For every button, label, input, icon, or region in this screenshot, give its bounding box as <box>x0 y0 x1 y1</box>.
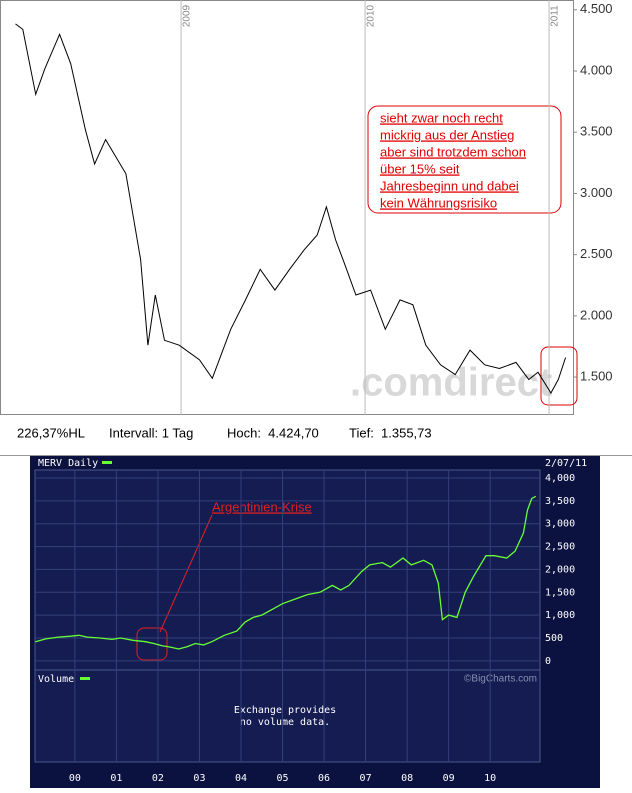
x-tick-label: 10 <box>484 773 496 784</box>
x-tick-label: 01 <box>110 773 122 784</box>
y-tick-label: 1,500 <box>545 587 575 598</box>
x-tick-label: 2009 <box>182 4 193 27</box>
annotation: Argentinien-Krise <box>212 499 312 514</box>
y-tick-label: 2.500 <box>580 246 613 261</box>
volume-frame <box>34 669 541 763</box>
data-line <box>35 495 537 650</box>
annotation-box <box>367 105 562 214</box>
x-tick-label: 06 <box>318 773 330 784</box>
x-tick-label: 03 <box>193 773 205 784</box>
y-tick-label: 4.500 <box>580 1 613 16</box>
annotation-line: aber sind trotzdem schon <box>380 144 526 159</box>
data-line <box>15 23 567 394</box>
y-tick-label: 1.500 <box>580 368 613 383</box>
stat: Hoch: 4.424,70 <box>227 425 319 440</box>
annotation-line: mickrig aus der Anstieg <box>380 127 514 142</box>
annotation-line: Jahresbeginn und dabei <box>380 178 519 193</box>
y-tick-label: 3,000 <box>545 519 575 530</box>
y-tick-label: 1,000 <box>545 610 575 621</box>
annotation-line: sieht zwar noch recht <box>380 110 503 125</box>
volume-label: Volume <box>38 674 74 685</box>
y-tick-label: 2.000 <box>580 307 613 322</box>
y-tick-label: 4,000 <box>545 473 575 484</box>
annotation-circle <box>136 627 168 661</box>
credit: ©BigCharts.com <box>464 674 537 685</box>
y-tick-label: 3,500 <box>545 496 575 507</box>
stat: 226,37%HL <box>17 425 85 440</box>
watermark: .comdirect <box>350 361 552 405</box>
x-tick-label: 2010 <box>366 4 377 27</box>
legend-swatch <box>102 461 112 464</box>
y-tick-label: 0 <box>545 656 551 667</box>
legend-label: MERV Daily <box>38 458 98 469</box>
bottom-plot-frame <box>34 469 541 671</box>
top-plot-frame <box>0 0 574 415</box>
volume-note: no volume data. <box>240 717 330 728</box>
x-tick-label: 05 <box>276 773 288 784</box>
y-tick-label: 2,500 <box>545 542 575 553</box>
x-tick-label: 08 <box>401 773 413 784</box>
highlight-box <box>540 346 578 406</box>
date-label: 2/07/11 <box>545 458 587 469</box>
stat: Intervall: 1 Tag <box>109 425 193 440</box>
x-tick-label: 09 <box>443 773 455 784</box>
y-tick-label: 4.000 <box>580 62 613 77</box>
y-tick-label: 3.000 <box>580 185 613 200</box>
x-tick-label: 2011 <box>550 5 561 27</box>
y-tick-label: 500 <box>545 633 563 644</box>
annotation-line: über 15% seit <box>380 161 460 176</box>
x-tick-label: 07 <box>360 773 372 784</box>
x-tick-label: 04 <box>235 773 247 784</box>
y-tick-label: 2,000 <box>545 564 575 575</box>
stat: Tief: 1.355,73 <box>349 425 432 440</box>
annotation-line: kein Währungsrisiko <box>380 195 497 210</box>
x-tick-label: 00 <box>69 773 81 784</box>
volume-swatch <box>80 677 90 680</box>
top-background <box>0 0 632 455</box>
x-tick-label: 02 <box>152 773 164 784</box>
annotation-pointer <box>159 514 213 633</box>
y-tick-label: 3.500 <box>580 124 613 139</box>
volume-note: Exchange provides <box>234 705 336 716</box>
